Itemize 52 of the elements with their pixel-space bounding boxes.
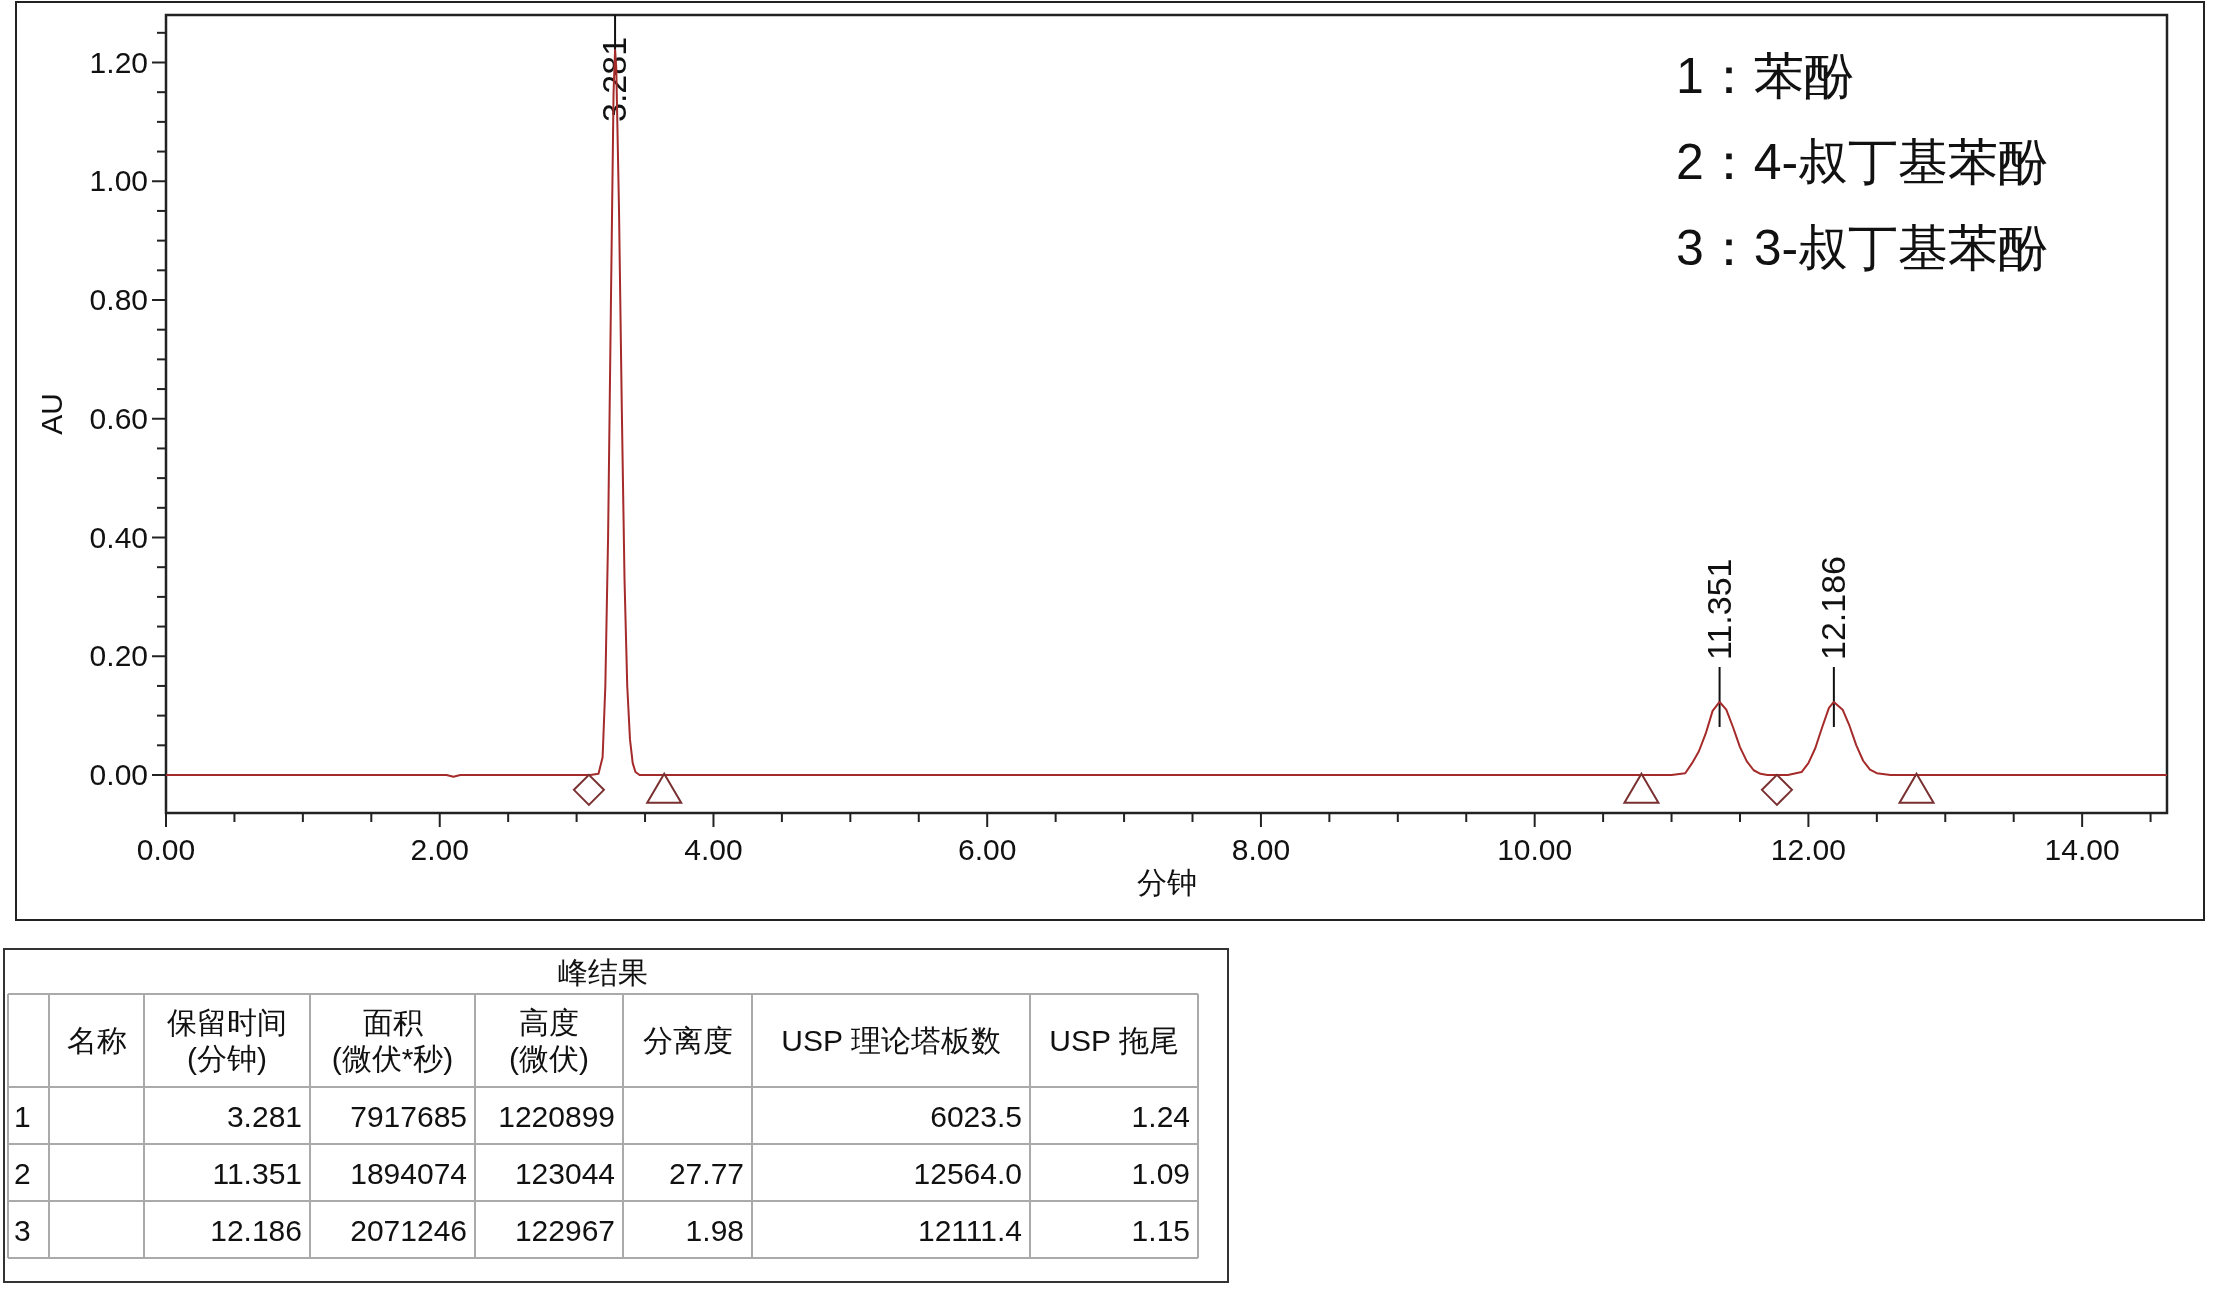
text: 6023.5: [930, 1099, 1022, 1133]
text: 1.98: [685, 1213, 744, 1247]
category-label: USP 拖尾: [1049, 1023, 1179, 1057]
text: 27.77: [668, 1156, 744, 1190]
x-tick-label: 8.00: [1231, 833, 1291, 866]
x-tick-label: 12.00: [1770, 833, 1846, 866]
y-tick-label: 0.80: [89, 283, 148, 316]
text: 1894074: [350, 1156, 467, 1190]
text: 12111.4: [918, 1213, 1022, 1247]
peak-label: 12.186: [1813, 555, 1852, 728]
y-tick-label: 0.60: [89, 401, 148, 435]
text: 12.186: [210, 1213, 302, 1247]
annotation: 3：3-叔丁基苯酚: [1676, 220, 2049, 276]
y-tick-label: 1.20: [89, 45, 148, 79]
text: 123044: [514, 1156, 615, 1190]
text: 2: [14, 1156, 31, 1190]
text: 122967: [514, 1213, 615, 1247]
text: 1.09: [1131, 1156, 1190, 1190]
x-tick-label: 2.00: [410, 833, 469, 866]
annotation: 1：苯酚: [1676, 48, 1854, 104]
category-label: 分离度: [642, 1023, 733, 1057]
x-tick-label: 14.00: [2044, 833, 2120, 866]
y-axis-title: AU: [35, 393, 68, 435]
y-tick-label: 1.00: [89, 164, 148, 198]
x-tick-label: 6.00: [958, 833, 1017, 866]
text: 3.281: [226, 1099, 302, 1133]
text: 1220899: [498, 1099, 615, 1133]
text: 11.351: [212, 1156, 302, 1190]
x-tick-label: 4.00: [684, 833, 743, 866]
text: 1: [14, 1099, 31, 1133]
category-label: 高度 (微伏): [509, 1005, 589, 1075]
category-label: 保留时间 (分钟): [167, 1005, 287, 1075]
peak-label: 11.351: [1699, 558, 1738, 728]
y-tick-label: 0.40: [89, 520, 148, 554]
text: 12564.0: [913, 1156, 1022, 1190]
x-tick-label: 10.00: [1497, 833, 1573, 866]
category-label: 面积 (微伏*秒): [331, 1005, 454, 1075]
text: 7917685: [350, 1099, 467, 1133]
category-label: 名称: [66, 1023, 127, 1057]
annotation: 12.186: [1813, 555, 1852, 660]
category-label: USP 理论塔板数: [781, 1023, 1001, 1057]
y-tick-label: 0.00: [89, 758, 148, 791]
x-tick-label: 0.00: [136, 833, 196, 866]
text: 3: [14, 1213, 31, 1247]
text: 2071246: [350, 1213, 467, 1247]
annotation: 11.351: [1699, 558, 1738, 660]
annotation: 2：4-叔丁基苯酚: [1676, 134, 2049, 190]
text: 1.15: [1131, 1213, 1190, 1247]
text: 1.24: [1131, 1099, 1190, 1133]
text: 峰结果: [558, 956, 648, 989]
x-axis-title: 分钟: [1136, 866, 1197, 899]
y-tick-label: 0.20: [89, 639, 148, 673]
